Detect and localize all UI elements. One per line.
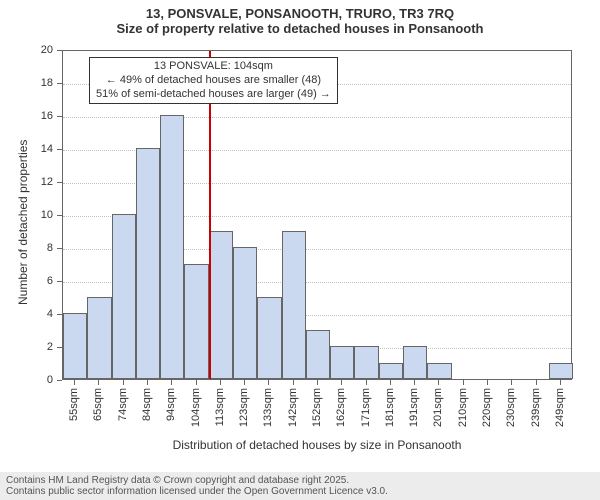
histogram-bar xyxy=(427,363,451,380)
y-tick-mark xyxy=(57,314,62,315)
y-tick-mark xyxy=(57,380,62,381)
y-tick-label: 18 xyxy=(0,77,53,89)
x-tick-mark xyxy=(560,380,561,385)
histogram-bar xyxy=(549,363,573,380)
histogram-bar xyxy=(233,247,257,379)
histogram-bar xyxy=(354,346,378,379)
histogram-bar xyxy=(112,214,136,379)
x-tick-mark xyxy=(366,380,367,385)
x-tick-mark xyxy=(487,380,488,385)
x-tick-label: 94sqm xyxy=(165,388,177,421)
y-tick-mark xyxy=(57,215,62,216)
x-tick-mark xyxy=(147,380,148,385)
footer-line1: Contains HM Land Registry data © Crown c… xyxy=(0,475,600,486)
y-tick-mark xyxy=(57,50,62,51)
x-tick-mark xyxy=(123,380,124,385)
chart-title-line1: 13, PONSVALE, PONSANOOTH, TRURO, TR3 7RQ xyxy=(0,6,600,21)
x-tick-label: 201sqm xyxy=(432,388,444,427)
y-tick-label: 6 xyxy=(0,275,53,287)
histogram-bar xyxy=(330,346,354,379)
histogram-bar xyxy=(379,363,403,380)
histogram-bar xyxy=(184,264,208,380)
x-tick-mark xyxy=(317,380,318,385)
callout-box: 13 PONSVALE: 104sqm ← 49% of detached ho… xyxy=(89,57,338,104)
footer-line2: Contains public sector information licen… xyxy=(0,486,600,497)
y-tick-label: 16 xyxy=(0,110,53,122)
x-tick-mark xyxy=(293,380,294,385)
x-tick-label: 104sqm xyxy=(190,388,202,427)
x-tick-mark xyxy=(268,380,269,385)
x-axis-label: Distribution of detached houses by size … xyxy=(62,438,572,452)
x-tick-label: 162sqm xyxy=(335,388,347,427)
x-tick-mark xyxy=(196,380,197,385)
x-tick-mark xyxy=(438,380,439,385)
chart-footer: Contains HM Land Registry data © Crown c… xyxy=(0,472,600,500)
histogram-bar xyxy=(160,115,184,379)
y-tick-label: 20 xyxy=(0,44,53,56)
y-tick-label: 14 xyxy=(0,143,53,155)
x-tick-mark xyxy=(536,380,537,385)
y-tick-mark xyxy=(57,149,62,150)
y-tick-label: 0 xyxy=(0,374,53,386)
x-tick-label: 123sqm xyxy=(238,388,250,427)
y-tick-mark xyxy=(57,347,62,348)
histogram-bar xyxy=(282,231,306,380)
y-tick-label: 2 xyxy=(0,341,53,353)
x-tick-label: 55sqm xyxy=(68,388,80,421)
x-tick-mark xyxy=(341,380,342,385)
y-tick-label: 4 xyxy=(0,308,53,320)
x-tick-mark xyxy=(74,380,75,385)
y-tick-mark xyxy=(57,248,62,249)
y-tick-mark xyxy=(57,182,62,183)
histogram-bar xyxy=(209,231,233,380)
x-tick-mark xyxy=(390,380,391,385)
x-tick-label: 152sqm xyxy=(311,388,323,427)
x-tick-label: 171sqm xyxy=(360,388,372,427)
histogram-bar xyxy=(257,297,281,380)
histogram-bar xyxy=(403,346,427,379)
x-tick-label: 133sqm xyxy=(262,388,274,427)
x-tick-mark xyxy=(511,380,512,385)
x-tick-label: 220sqm xyxy=(481,388,493,427)
x-tick-label: 84sqm xyxy=(141,388,153,421)
y-tick-mark xyxy=(57,116,62,117)
chart-titles: 13, PONSVALE, PONSANOOTH, TRURO, TR3 7RQ… xyxy=(0,0,600,36)
histogram-bar xyxy=(306,330,330,380)
y-tick-label: 8 xyxy=(0,242,53,254)
x-tick-mark xyxy=(220,380,221,385)
histogram-bar xyxy=(136,148,160,379)
x-tick-mark xyxy=(414,380,415,385)
x-tick-mark xyxy=(463,380,464,385)
x-tick-label: 65sqm xyxy=(92,388,104,421)
chart-title-line2: Size of property relative to detached ho… xyxy=(0,21,600,36)
chart-container: 13, PONSVALE, PONSANOOTH, TRURO, TR3 7RQ… xyxy=(0,0,600,500)
x-tick-label: 142sqm xyxy=(287,388,299,427)
y-tick-mark xyxy=(57,83,62,84)
x-tick-mark xyxy=(98,380,99,385)
y-tick-mark xyxy=(57,281,62,282)
plot-area: 13 PONSVALE: 104sqm ← 49% of detached ho… xyxy=(62,50,572,380)
callout-line1: 13 PONSVALE: 104sqm xyxy=(96,60,331,74)
x-tick-label: 191sqm xyxy=(408,388,420,427)
x-tick-mark xyxy=(244,380,245,385)
x-tick-label: 74sqm xyxy=(117,388,129,421)
y-tick-label: 10 xyxy=(0,209,53,221)
callout-line2: ← 49% of detached houses are smaller (48… xyxy=(96,74,331,88)
histogram-bar xyxy=(87,297,111,380)
x-tick-label: 113sqm xyxy=(214,388,226,426)
callout-line3: 51% of semi-detached houses are larger (… xyxy=(96,88,331,102)
y-tick-label: 12 xyxy=(0,176,53,188)
grid-line xyxy=(63,117,571,118)
x-tick-label: 210sqm xyxy=(457,388,469,427)
x-tick-label: 181sqm xyxy=(384,388,396,427)
x-tick-label: 249sqm xyxy=(554,388,566,427)
x-tick-mark xyxy=(171,380,172,385)
histogram-bar xyxy=(63,313,87,379)
x-tick-label: 230sqm xyxy=(505,388,517,427)
x-tick-label: 239sqm xyxy=(530,388,542,427)
